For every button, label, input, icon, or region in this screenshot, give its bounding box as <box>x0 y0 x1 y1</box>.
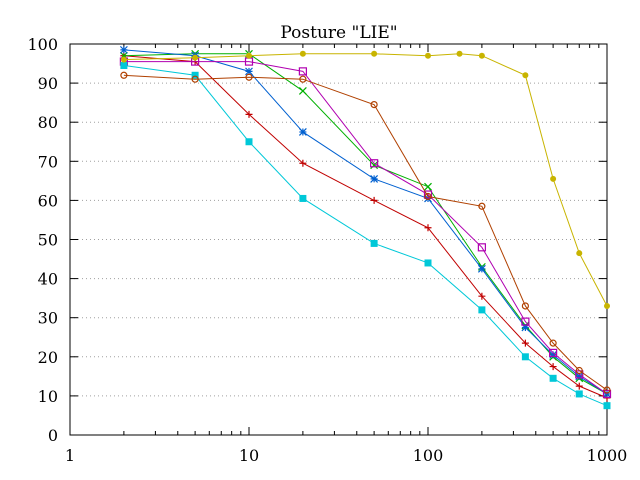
data-point <box>478 52 485 59</box>
data-point <box>477 264 486 273</box>
y-tick-label: 40 <box>38 270 58 289</box>
data-point <box>119 45 128 54</box>
series-line <box>123 61 608 395</box>
data-point <box>191 71 199 79</box>
data-point <box>424 259 432 267</box>
y-tick-label: 50 <box>38 231 58 250</box>
series-line <box>123 55 608 399</box>
data-point <box>603 402 611 410</box>
series-group <box>119 45 612 410</box>
y-tick-label: 70 <box>38 152 58 171</box>
data-point <box>298 128 307 136</box>
data-point <box>370 161 379 170</box>
data-point <box>423 190 433 199</box>
series-line <box>123 53 608 307</box>
chart-title: Posture "LIE" <box>280 23 397 43</box>
series <box>120 71 611 394</box>
data-point <box>299 159 307 167</box>
series-line <box>123 65 608 407</box>
x-tick-label: 1 <box>65 446 75 465</box>
y-tick-label: 0 <box>48 426 58 445</box>
series <box>120 52 611 402</box>
y-tick-label: 100 <box>27 35 58 54</box>
data-point <box>522 72 529 79</box>
data-point <box>246 52 252 59</box>
data-point <box>245 73 253 81</box>
series-line <box>123 53 608 395</box>
data-point <box>521 353 529 361</box>
data-point <box>456 50 463 57</box>
x-tick-label: 10 <box>239 446 259 465</box>
data-point <box>299 194 307 202</box>
y-tick-label: 20 <box>38 348 58 367</box>
data-point <box>604 302 610 309</box>
data-point <box>299 50 306 57</box>
data-point <box>521 339 529 347</box>
series <box>120 62 611 410</box>
data-point <box>299 75 307 83</box>
data-point <box>424 182 432 191</box>
data-point <box>549 339 557 347</box>
y-tick-label: 80 <box>38 113 58 132</box>
data-point <box>192 54 199 61</box>
data-point <box>575 366 583 375</box>
data-point <box>575 382 583 390</box>
data-point <box>245 138 253 146</box>
series-line <box>123 74 608 391</box>
y-tick-label: 10 <box>38 387 58 406</box>
data-point <box>602 389 612 399</box>
x-tick-label: 100 <box>413 446 444 465</box>
data-point <box>575 372 584 381</box>
data-point <box>425 52 431 59</box>
data-point <box>424 224 432 232</box>
data-point <box>575 390 583 398</box>
data-point <box>370 196 378 204</box>
data-point <box>120 62 128 70</box>
data-point <box>477 243 486 252</box>
data-point <box>576 250 583 257</box>
data-point <box>370 159 379 168</box>
grid <box>70 82 607 397</box>
data-point <box>298 67 307 76</box>
data-point <box>478 202 486 210</box>
series <box>120 50 610 309</box>
data-point <box>521 302 529 310</box>
y-tick-label: 60 <box>38 191 58 210</box>
series <box>119 57 612 399</box>
data-point <box>370 101 378 109</box>
data-point <box>370 239 378 247</box>
y-tick-label: 90 <box>38 74 58 93</box>
data-point <box>550 175 557 182</box>
data-point <box>245 67 253 76</box>
data-point <box>120 56 127 63</box>
data-point <box>424 192 432 201</box>
data-point <box>191 75 199 83</box>
data-point <box>245 110 253 118</box>
series <box>119 45 611 398</box>
data-point <box>478 306 486 314</box>
data-point <box>603 386 611 394</box>
data-point <box>371 50 378 57</box>
data-point <box>521 323 530 332</box>
data-point <box>549 374 557 382</box>
x-tick-label: 1000 <box>587 446 628 465</box>
data-point <box>549 363 557 371</box>
y-tick-label: 30 <box>38 309 58 328</box>
data-point <box>298 86 307 95</box>
data-point <box>549 350 558 359</box>
data-point <box>370 174 379 183</box>
series <box>119 49 611 398</box>
data-point <box>603 390 611 398</box>
data-point <box>478 292 486 300</box>
data-point <box>521 317 530 326</box>
data-point <box>549 348 558 357</box>
data-point <box>120 71 128 79</box>
